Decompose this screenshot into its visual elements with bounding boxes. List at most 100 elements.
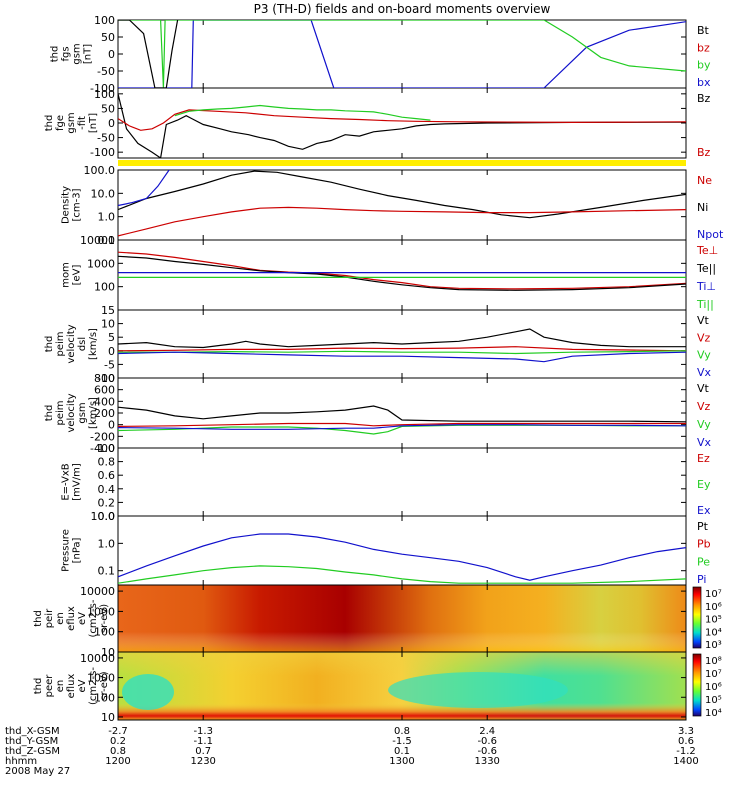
- ylabel-line: gsm: [72, 43, 83, 64]
- xaxis-row-value: -0.6: [477, 736, 497, 747]
- xaxis-row-value: 1330: [474, 756, 499, 767]
- ylabel-line: fge: [55, 115, 66, 131]
- ytick-label: 600: [94, 384, 115, 397]
- xaxis-row-label: thd_Y-GSM: [5, 736, 58, 747]
- ylabel-line: E=-VxB: [61, 463, 72, 500]
- ylabel-line: en: [55, 680, 66, 693]
- ytick-label: 10.0: [91, 510, 116, 523]
- legend-density-1: Ni: [697, 201, 708, 214]
- peir-spectrogram-shade: [118, 585, 686, 652]
- ytick-label: 400: [94, 395, 115, 408]
- legend-temp-2: Ti⊥: [696, 280, 716, 293]
- legend-density-0: Ne: [697, 174, 712, 187]
- xaxis-row-value: 3.3: [678, 726, 694, 737]
- xaxis-row-value: 1200: [105, 756, 130, 767]
- ytick-label: 0: [108, 48, 115, 61]
- ylabel-line: [cm-3]: [72, 188, 83, 221]
- peir_spec-ylabel: thd peir en eflux eV (cm2-s-sr-eV): [33, 599, 110, 637]
- ylabel-line: [mV/m]: [72, 463, 83, 501]
- ytick-label: -400: [90, 442, 115, 455]
- ytick-label: -5: [104, 358, 115, 371]
- xaxis-row-value: 0.8: [110, 746, 126, 757]
- colorbar-label: 10⁸: [705, 656, 722, 667]
- ylabel-line: [nT]: [88, 113, 99, 133]
- ytick-label: 0.0: [98, 510, 116, 523]
- xaxis-row-label: hhmm: [5, 756, 37, 767]
- ylabel-line: thd: [44, 115, 55, 132]
- temp-ylabel: mom [eV]: [61, 262, 83, 288]
- ytick-label: 10: [101, 711, 115, 724]
- colorbar-label: 10⁴: [705, 708, 722, 719]
- peir_spec-colorbar: [692, 586, 702, 649]
- ylabel-line: [nT]: [83, 44, 94, 64]
- legend-peim-1: Vz: [697, 331, 711, 344]
- legend-temp-3: Ti||: [696, 298, 714, 311]
- series-density-Ni: [118, 170, 686, 219]
- peir-ylabel: thd peim velocity gsm [km/s]: [44, 393, 99, 432]
- temp-panel-frame: [117, 239, 687, 311]
- series-fge-Bz_red: [118, 109, 686, 131]
- ytick-label: -10: [97, 372, 115, 385]
- colorbar-label: 10⁵: [705, 615, 722, 626]
- fge-panel-frame: [117, 87, 687, 159]
- ytick-label: 100.0: [84, 164, 116, 177]
- series-peir-Vz: [118, 422, 686, 427]
- ytick-label: 1.0: [98, 537, 116, 550]
- spectrogram-layer: [118, 585, 686, 720]
- series-fge-Bz_black: [118, 93, 686, 158]
- series-fgs-bx: [118, 20, 686, 88]
- legend-temp-1: Te||: [696, 262, 716, 275]
- ylabel-line: [eV]: [72, 265, 83, 286]
- ytick-label: 200: [94, 407, 115, 420]
- efield-ylabel: E=-VxB [mV/m]: [61, 463, 83, 501]
- legend-fgs-1: bz: [697, 41, 710, 54]
- pressure-ylabel: Pressure [nPa]: [61, 529, 83, 572]
- ytick-label: -200: [90, 430, 115, 443]
- legend-peir-3: Vx: [697, 436, 712, 449]
- peir-panel-frame: [117, 377, 687, 449]
- xaxis-row-value: 0.7: [195, 746, 211, 757]
- ylabel-line: thd: [50, 46, 61, 63]
- series-fgs-bz: [118, 20, 179, 88]
- peer_spec-colorbar: [692, 653, 702, 717]
- ylabel-line: Pressure: [61, 529, 72, 572]
- ylabel-line: sr-eV): [99, 604, 110, 633]
- series-peim-Vz: [118, 346, 686, 352]
- peer-spectrogram-blob: [122, 674, 174, 710]
- legend-density-2: Npot: [697, 228, 724, 241]
- peer_spec-ylabel: thd peer en eflux eV (cm2-s-sr-eV): [33, 667, 110, 705]
- colorbar-label: 10⁴: [705, 627, 722, 638]
- ytick-label: 1.0: [98, 442, 116, 455]
- ylabel-line: mom: [61, 262, 72, 288]
- series-pressure-Pi: [118, 533, 686, 581]
- ylabel-line: eflux: [66, 674, 77, 699]
- ylabel-line: Density: [61, 186, 72, 224]
- plot-title: P3 (TH-D) fields and on-board moments ov…: [254, 2, 551, 16]
- legend-fgs-0: Bt: [697, 24, 710, 37]
- ylabel-line: peim: [55, 331, 66, 356]
- ylabel-line: peim: [55, 400, 66, 425]
- ytick-label: 0.1: [98, 565, 116, 578]
- ylabel-line: eV: [77, 612, 88, 625]
- ytick-label: 5: [108, 331, 115, 344]
- legend-efield-2: Ex: [697, 504, 711, 517]
- xaxis-row-value: 1230: [190, 756, 215, 767]
- legend-efield-1: Ey: [697, 478, 711, 491]
- ylabel-line: peer: [44, 674, 55, 698]
- xaxis-row-label: thd_X-GSM: [5, 726, 60, 737]
- series-temp-Te_perp: [118, 251, 686, 290]
- colorbar-label: 10⁶: [705, 682, 722, 693]
- legend-pressure-1: Pb: [697, 538, 711, 551]
- data-layer: [118, 20, 686, 584]
- fgs-panel-frame: [117, 19, 687, 89]
- legend-pressure-3: Pi: [697, 573, 706, 586]
- ytick-label: 0.1: [98, 234, 116, 247]
- ylabel-line: en: [55, 612, 66, 625]
- series-peim-Vx: [118, 351, 686, 363]
- legend-peim-3: Vx: [697, 366, 712, 379]
- ylabel-line: dsl: [77, 337, 88, 351]
- ylabel-line: [km/s]: [88, 328, 99, 360]
- ytick-label: 0: [108, 419, 115, 432]
